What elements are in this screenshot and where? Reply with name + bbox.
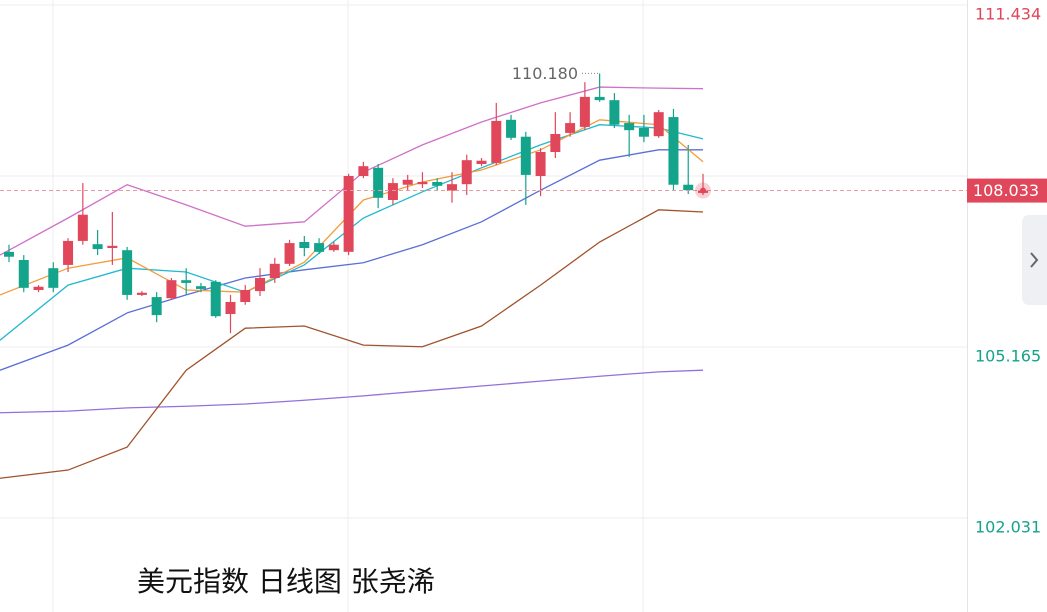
candle-body xyxy=(683,184,694,191)
candle-body xyxy=(77,214,88,241)
candle-body xyxy=(18,260,29,288)
candle-body xyxy=(579,96,590,127)
candle-body xyxy=(48,268,59,288)
candle-body xyxy=(255,278,266,292)
y-tick-label: 102.031 xyxy=(975,518,1041,537)
last-price-box xyxy=(967,178,1047,203)
side-toggle[interactable] xyxy=(1022,215,1047,305)
candle-body xyxy=(92,244,103,250)
candle-body xyxy=(446,184,457,191)
indicator-line xyxy=(0,209,704,479)
candle-body xyxy=(269,263,280,279)
candle-body xyxy=(225,302,236,315)
y-tick-label: 111.434 xyxy=(975,5,1041,24)
candle-body xyxy=(33,286,44,291)
plot: 110.180 xyxy=(0,64,967,479)
candle-body xyxy=(491,120,502,163)
side-tab[interactable] xyxy=(1022,215,1047,305)
chevron-icon[interactable] xyxy=(1030,252,1039,268)
candle-body xyxy=(476,160,487,164)
last-price-label: 108.033 xyxy=(973,181,1039,200)
candle-body xyxy=(535,151,546,176)
grid xyxy=(0,0,967,612)
y-tick-label: 105.165 xyxy=(975,347,1041,366)
candle-body xyxy=(653,112,664,137)
candle-body xyxy=(461,160,472,185)
candle-body xyxy=(122,250,133,295)
candle-body xyxy=(314,243,325,252)
candle-body xyxy=(136,292,147,295)
candle-body xyxy=(638,127,649,137)
candle-body xyxy=(373,167,384,198)
candle-body xyxy=(166,280,177,299)
candle-body xyxy=(181,280,192,283)
candle-body xyxy=(151,297,162,316)
candle-body xyxy=(63,240,74,265)
candle-body xyxy=(506,119,517,138)
candle-body xyxy=(594,96,605,101)
candle-body xyxy=(624,123,635,131)
candle-body xyxy=(565,123,576,133)
candle-body xyxy=(402,179,413,185)
candle-body xyxy=(343,175,354,252)
candle-body xyxy=(432,181,443,186)
indicator-line xyxy=(0,369,704,414)
candle-body xyxy=(358,166,369,176)
candle-body xyxy=(195,286,206,289)
candle-body xyxy=(328,244,339,251)
annotation-label: 110.180 xyxy=(512,64,578,83)
candle-body xyxy=(609,100,620,125)
candle-body xyxy=(417,181,428,185)
chart-title: 美元指数 日线图 张尧浠 xyxy=(137,565,435,598)
candle-body xyxy=(107,245,118,249)
indicator-line xyxy=(0,149,703,371)
candle-body xyxy=(4,251,14,257)
candle-body xyxy=(210,281,221,317)
candle-body xyxy=(284,243,295,264)
candle-body xyxy=(520,136,531,175)
candle-body xyxy=(550,133,561,152)
last-price-dot xyxy=(700,187,706,194)
candle-body xyxy=(299,242,310,249)
candle-body xyxy=(240,290,251,303)
candle-body xyxy=(668,117,679,185)
candle-body xyxy=(387,183,398,200)
